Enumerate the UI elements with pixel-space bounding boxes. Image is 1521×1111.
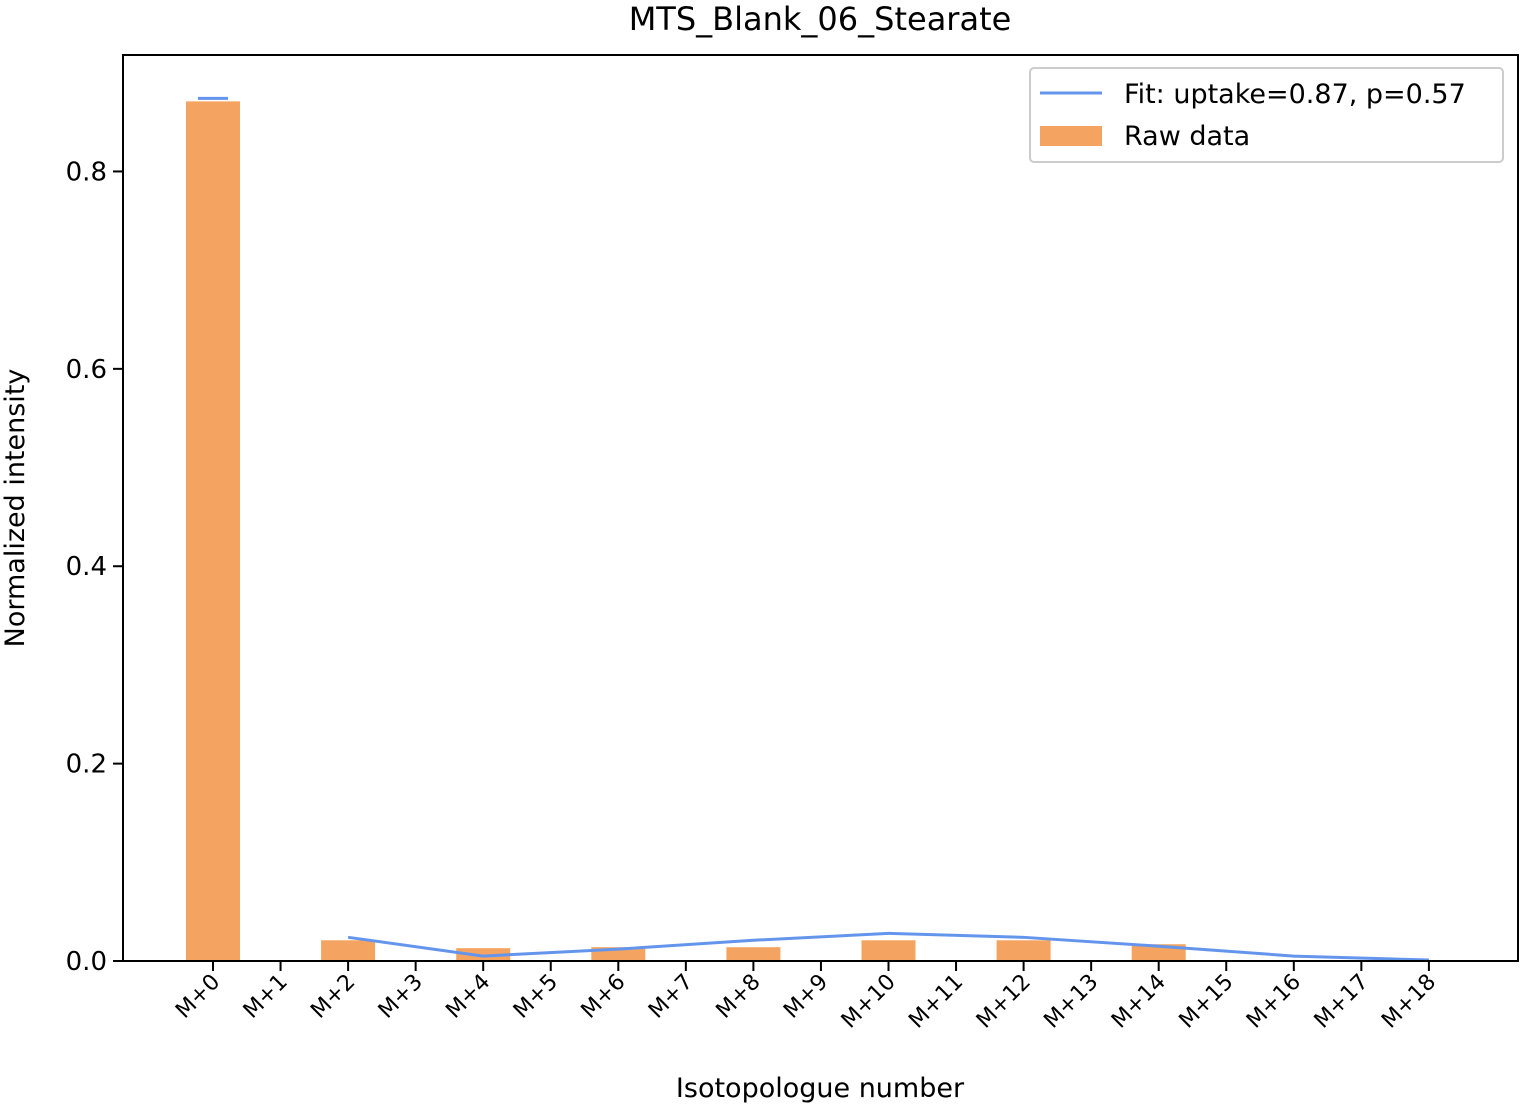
legend-fit-label: Fit: uptake=0.87, p=0.57	[1124, 79, 1466, 110]
x-tick-label: M+0	[171, 970, 225, 1024]
x-tick-label: M+14	[1107, 970, 1171, 1034]
fit-line-segment-1	[347, 931, 1429, 962]
x-tick-label: M+3	[374, 970, 428, 1024]
y-tick-label: 0.4	[66, 552, 107, 582]
x-tick-label: M+10	[837, 970, 901, 1034]
x-tick-label: M+1	[239, 970, 293, 1024]
y-axis-label: Normalized intensity	[0, 369, 31, 648]
x-tick-label: M+6	[577, 970, 631, 1024]
bar-m-plus-12	[996, 940, 1051, 961]
bars-layer	[186, 101, 1186, 961]
y-tick-label: 0.6	[66, 355, 107, 385]
x-tick-label: M+11	[904, 970, 968, 1034]
x-tick-label: M+9	[779, 970, 833, 1024]
x-tick-label: M+18	[1377, 970, 1441, 1034]
bar-m-plus-0	[186, 101, 240, 961]
x-tick-label: M+16	[1242, 970, 1306, 1034]
x-tick-label: M+5	[509, 970, 563, 1024]
x-tick-label: M+8	[712, 970, 766, 1024]
x-tick-label: M+7	[644, 970, 698, 1024]
legend-box	[1029, 67, 1504, 163]
y-tick-label: 0.2	[66, 750, 107, 780]
chart-title: MTS_Blank_06_Stearate	[629, 0, 1012, 38]
x-axis-label: Isotopologue number	[676, 1073, 965, 1104]
bar-m-plus-2	[321, 940, 376, 961]
x-tick-label: M+15	[1175, 970, 1239, 1034]
bar-m-plus-8	[726, 947, 781, 961]
legend-raw-label: Raw data	[1124, 121, 1250, 152]
y-tick-label: 0.0	[66, 947, 107, 977]
line-layer	[198, 96, 1429, 962]
legend: Fit: uptake=0.87, p=0.57 Raw data	[1029, 67, 1504, 163]
x-tick-label: M+2	[306, 970, 360, 1024]
x-tick-label: M+4	[441, 970, 495, 1024]
y-axis: 0.0 0.2 0.4 0.6 0.8	[66, 157, 123, 977]
y-tick-label: 0.8	[66, 157, 107, 187]
plot-frame	[122, 54, 1519, 962]
legend-raw-swatch	[1040, 126, 1102, 146]
x-axis: M+0 M+1 M+2 M+3 M+4 M+5 M+6 M+7 M+8 M+9 M+10 M+11 M+…	[171, 961, 1441, 1034]
x-tick-label: M+13	[1039, 970, 1103, 1034]
bar-m-plus-10	[861, 940, 916, 961]
x-tick-label: M+12	[972, 970, 1036, 1034]
x-tick-label: M+17	[1310, 970, 1374, 1034]
